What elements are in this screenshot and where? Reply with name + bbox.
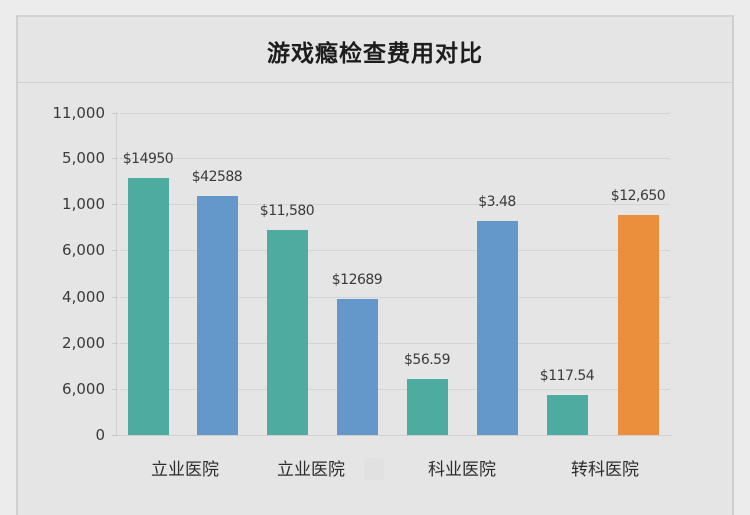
y-tick-label: 2,000 <box>62 334 105 352</box>
x-category-label: 立业医院 <box>277 460 345 480</box>
watermark-icon <box>364 458 384 480</box>
bar[interactable] <box>407 379 448 435</box>
gridline <box>120 158 670 159</box>
y-tick-label: 5,000 <box>62 149 105 167</box>
bar[interactable] <box>477 221 518 435</box>
y-tick-label: 6,000 <box>62 380 105 398</box>
y-tick-label: 11,000 <box>52 104 106 122</box>
y-tick-mark <box>112 204 118 205</box>
y-tick-label: 0 <box>95 426 105 444</box>
bar-value-label: $14950 <box>122 151 174 167</box>
y-tick-mark <box>112 343 118 344</box>
plot-area: 11,000 5,000 1,000 6,000 4,000 2,000 6,000 0 $14… <box>52 104 672 480</box>
x-category-label: 转科医院 <box>571 460 639 480</box>
bar-value-label: $3.48 <box>478 194 516 210</box>
bar-value-label: $117.54 <box>539 368 595 384</box>
bar[interactable] <box>547 395 588 435</box>
gridline <box>120 113 670 114</box>
gridline <box>120 204 670 205</box>
y-tick-label: 1,000 <box>62 195 105 213</box>
bar[interactable] <box>337 299 378 435</box>
y-tick-mark <box>112 158 118 159</box>
bar[interactable] <box>267 230 308 435</box>
gridline <box>120 343 670 344</box>
y-tick-mark <box>112 389 118 390</box>
y-tick-mark <box>112 435 118 436</box>
bar-value-label: $42588 <box>191 169 243 185</box>
gridline <box>120 389 670 390</box>
bar-value-label: $11,580 <box>259 203 315 219</box>
y-tick-mark <box>112 250 118 251</box>
gridline <box>120 297 670 298</box>
chart-title: 游戏瘾检查费用对比 <box>267 41 483 67</box>
bar[interactable] <box>128 178 169 435</box>
bar[interactable] <box>618 215 659 435</box>
bar-value-label: $12689 <box>331 272 383 288</box>
x-category-label: 立业医院 <box>151 460 219 480</box>
bar-value-label: $12,650 <box>610 188 666 204</box>
y-axis-line <box>116 113 117 436</box>
bar-value-label: $56.59 <box>404 352 451 368</box>
y-tick-label: 6,000 <box>62 241 105 259</box>
title-bar: 游戏瘾检查费用对比 <box>18 17 732 83</box>
y-tick-label: 4,000 <box>62 288 105 306</box>
x-axis-line <box>116 435 672 436</box>
x-category-label: 科业医院 <box>428 460 496 480</box>
bar[interactable] <box>197 196 238 435</box>
y-tick-mark <box>112 113 118 114</box>
gridline <box>120 250 670 251</box>
y-tick-mark <box>112 297 118 298</box>
